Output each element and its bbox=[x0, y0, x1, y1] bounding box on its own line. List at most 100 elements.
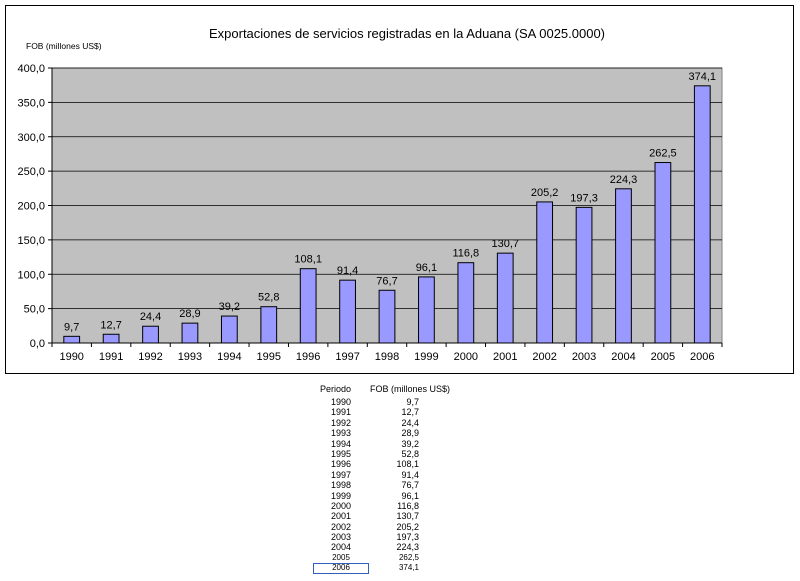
table-row: 1996 108,1 bbox=[313, 459, 453, 469]
cell-periodo[interactable]: 2006 bbox=[313, 563, 369, 574]
data-label: 24,4 bbox=[140, 311, 161, 323]
y-tick-label: 250,0 bbox=[17, 166, 45, 178]
cell-fob: 28,9 bbox=[401, 428, 419, 439]
cell-periodo: 1996 bbox=[330, 459, 352, 470]
table-row: 1990 9,7 bbox=[313, 397, 453, 407]
x-tick-label: 1992 bbox=[138, 351, 162, 363]
table-row: 1993 28,9 bbox=[313, 428, 453, 438]
y-tick-label: 400,0 bbox=[17, 63, 45, 75]
x-tick-label: 1999 bbox=[414, 351, 438, 363]
y-tick-label: 300,0 bbox=[17, 132, 45, 144]
x-tick-label: 2006 bbox=[690, 351, 714, 363]
cell-fob: 224,3 bbox=[396, 542, 419, 553]
data-label: 197,3 bbox=[570, 192, 598, 204]
x-tick-label: 1991 bbox=[99, 351, 123, 363]
data-table: Periodo FOB (millones US$) 1990 9,7 1991 12… bbox=[313, 384, 453, 574]
data-label: 52,8 bbox=[258, 292, 279, 304]
bar-1999 bbox=[418, 276, 435, 344]
table-row[interactable]: 2006 374,1 bbox=[313, 563, 453, 574]
cell-periodo: 1993 bbox=[330, 428, 352, 439]
y-tick-label: 0,0 bbox=[30, 338, 45, 350]
cell-fob: 39,2 bbox=[401, 438, 419, 449]
cell-fob: 52,8 bbox=[401, 448, 419, 459]
data-label: 96,1 bbox=[416, 262, 437, 274]
x-tick-label: 1997 bbox=[335, 351, 359, 363]
table-row: 1991 12,7 bbox=[313, 407, 453, 417]
data-label: 12,7 bbox=[100, 319, 121, 331]
x-tick-label: 2002 bbox=[532, 351, 556, 363]
table-header: Periodo FOB (millones US$) bbox=[313, 384, 453, 397]
cell-periodo: 1994 bbox=[330, 438, 352, 449]
bar-1993 bbox=[181, 322, 199, 344]
cell-periodo: 1995 bbox=[330, 448, 352, 459]
table-row: 2000 116,8 bbox=[313, 501, 453, 511]
bar-2001 bbox=[496, 252, 514, 344]
cell-fob: 76,7 bbox=[401, 480, 419, 491]
data-label: 39,2 bbox=[219, 301, 240, 313]
bar-2002 bbox=[536, 201, 554, 344]
cell-fob: 205,2 bbox=[396, 521, 419, 532]
x-tick-label: 2000 bbox=[454, 351, 478, 363]
table-row: 1995 52,8 bbox=[313, 449, 453, 459]
bar-chart: Exportaciones de servicios registradas e… bbox=[17, 26, 723, 363]
x-tick-label: 1993 bbox=[178, 351, 202, 363]
bar-2005 bbox=[654, 162, 672, 344]
cell-periodo: 2004 bbox=[330, 542, 352, 553]
cell-fob: 24,4 bbox=[401, 417, 419, 428]
cell-fob: 9,7 bbox=[406, 397, 419, 407]
x-tick-label: 2003 bbox=[572, 351, 596, 363]
cell-periodo: 1992 bbox=[330, 417, 352, 428]
table-row: 1992 24,4 bbox=[313, 418, 453, 428]
cell-fob: 108,1 bbox=[396, 459, 419, 470]
cell-periodo: 1997 bbox=[330, 469, 352, 480]
data-label: 9,7 bbox=[64, 321, 79, 333]
table-row: 1998 76,7 bbox=[313, 480, 453, 490]
y-tick-label: 350,0 bbox=[17, 97, 45, 109]
cell-periodo: 1999 bbox=[330, 490, 352, 501]
chart-area: Exportaciones de servicios registradas e… bbox=[5, 5, 794, 374]
table-row: 2004 224,3 bbox=[313, 542, 453, 552]
cell-periodo: 1998 bbox=[330, 480, 352, 491]
cell-fob: 374,1 bbox=[398, 563, 419, 573]
cell-periodo: 2005 bbox=[332, 552, 350, 562]
bar-2003 bbox=[575, 206, 593, 344]
y-axis-label: FOB (millones US$) bbox=[26, 41, 102, 51]
table-body: 1990 9,7 1991 12,7 1992 24,4 1993 28,9 1994 39,2 1… bbox=[313, 397, 453, 574]
bar-1991 bbox=[102, 333, 120, 344]
x-tick-label: 1990 bbox=[59, 351, 83, 363]
y-tick-label: 100,0 bbox=[17, 269, 45, 281]
x-tick-label: 1994 bbox=[217, 351, 241, 363]
table-row: 1997 91,4 bbox=[313, 470, 453, 480]
bar-1995 bbox=[260, 306, 278, 344]
bar-1990 bbox=[63, 335, 81, 344]
table-row: 2002 205,2 bbox=[313, 522, 453, 532]
header-fob: FOB (millones US$) bbox=[370, 384, 451, 394]
bar-2006 bbox=[693, 85, 711, 344]
data-label: 224,3 bbox=[610, 174, 638, 186]
x-tick-label: 1996 bbox=[296, 351, 320, 363]
cell-fob: 197,3 bbox=[396, 532, 419, 543]
data-label: 116,8 bbox=[452, 248, 479, 260]
cell-fob: 116,8 bbox=[397, 500, 419, 511]
cell-periodo: 2003 bbox=[330, 532, 352, 543]
data-label: 28,9 bbox=[179, 308, 200, 320]
cell-fob: 96,1 bbox=[401, 490, 419, 501]
bar-2004 bbox=[615, 188, 632, 344]
cell-fob: 91,4 bbox=[401, 469, 419, 480]
bar-1998 bbox=[378, 289, 396, 344]
y-tick-label: 50,0 bbox=[24, 304, 45, 316]
bar-1994 bbox=[220, 315, 238, 344]
cell-periodo: 2001 bbox=[330, 511, 352, 522]
y-tick-label: 200,0 bbox=[17, 201, 45, 213]
table-row: 1994 39,2 bbox=[313, 439, 453, 449]
x-tick-label: 2004 bbox=[611, 351, 635, 363]
data-label: 262,5 bbox=[649, 148, 677, 160]
data-label: 91,4 bbox=[337, 265, 358, 277]
cell-periodo: 1990 bbox=[330, 397, 352, 407]
bar-1996 bbox=[299, 268, 317, 344]
bar-1992 bbox=[142, 325, 159, 344]
data-label: 130,7 bbox=[491, 238, 519, 250]
chart-title: Exportaciones de servicios registradas e… bbox=[209, 26, 605, 41]
x-tick-label: 1995 bbox=[257, 351, 281, 363]
x-tick-label: 2005 bbox=[651, 351, 675, 363]
